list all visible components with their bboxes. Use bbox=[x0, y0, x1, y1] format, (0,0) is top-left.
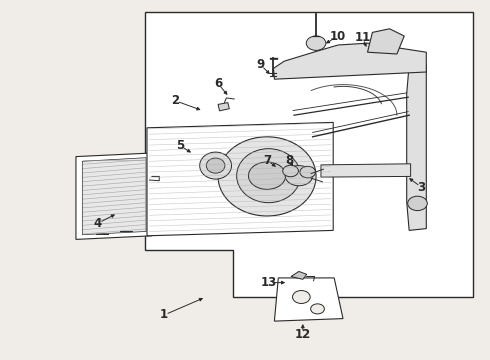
Polygon shape bbox=[291, 271, 307, 279]
Text: 7: 7 bbox=[264, 154, 271, 167]
Text: 5: 5 bbox=[176, 139, 184, 152]
Text: 8: 8 bbox=[285, 154, 293, 167]
Polygon shape bbox=[218, 103, 229, 111]
Text: 13: 13 bbox=[260, 276, 277, 289]
Circle shape bbox=[285, 166, 313, 186]
Text: 1: 1 bbox=[160, 309, 168, 321]
Polygon shape bbox=[273, 43, 426, 79]
Circle shape bbox=[408, 196, 427, 211]
Polygon shape bbox=[82, 158, 146, 235]
Text: 11: 11 bbox=[354, 31, 371, 44]
Text: 12: 12 bbox=[294, 328, 311, 341]
Text: 4: 4 bbox=[94, 217, 102, 230]
Polygon shape bbox=[147, 122, 333, 236]
Circle shape bbox=[248, 162, 286, 189]
Text: 10: 10 bbox=[330, 30, 346, 42]
Circle shape bbox=[306, 36, 326, 50]
Polygon shape bbox=[368, 29, 404, 54]
Text: 6: 6 bbox=[214, 77, 222, 90]
Circle shape bbox=[293, 291, 310, 303]
Ellipse shape bbox=[237, 149, 300, 203]
Polygon shape bbox=[145, 12, 473, 297]
Circle shape bbox=[283, 165, 298, 177]
Ellipse shape bbox=[206, 158, 225, 173]
Circle shape bbox=[311, 304, 324, 314]
Polygon shape bbox=[321, 164, 411, 177]
Text: 3: 3 bbox=[417, 181, 425, 194]
Ellipse shape bbox=[200, 152, 232, 179]
Polygon shape bbox=[407, 65, 426, 230]
Polygon shape bbox=[274, 278, 343, 321]
Text: 9: 9 bbox=[257, 58, 265, 71]
Circle shape bbox=[300, 166, 316, 178]
Ellipse shape bbox=[218, 137, 316, 216]
Text: 2: 2 bbox=[172, 94, 179, 107]
Polygon shape bbox=[76, 153, 152, 239]
